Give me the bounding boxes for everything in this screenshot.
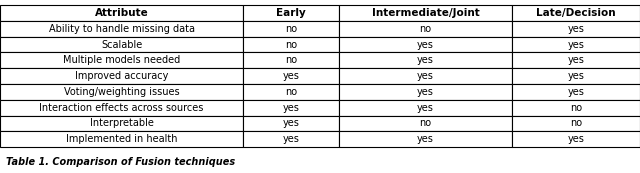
Text: yes: yes bbox=[283, 71, 300, 81]
Text: yes: yes bbox=[417, 71, 434, 81]
Bar bbox=[339, 37, 512, 52]
Bar bbox=[339, 21, 512, 37]
Bar bbox=[339, 116, 512, 131]
Text: yes: yes bbox=[568, 24, 584, 34]
Text: yes: yes bbox=[417, 40, 434, 50]
Bar bbox=[512, 84, 640, 100]
Bar bbox=[0, 21, 243, 37]
Text: yes: yes bbox=[283, 134, 300, 144]
Bar bbox=[0, 116, 243, 131]
Bar bbox=[243, 5, 339, 21]
Text: Ability to handle missing data: Ability to handle missing data bbox=[49, 24, 195, 34]
Text: Improved accuracy: Improved accuracy bbox=[75, 71, 168, 81]
Bar bbox=[339, 131, 512, 147]
Text: Table 1. Comparison of Fusion techniques: Table 1. Comparison of Fusion techniques bbox=[6, 157, 236, 167]
Bar bbox=[0, 37, 243, 52]
Text: Voting/weighting issues: Voting/weighting issues bbox=[64, 87, 179, 97]
Bar bbox=[512, 131, 640, 147]
Bar bbox=[243, 52, 339, 68]
Text: no: no bbox=[420, 118, 431, 128]
Bar bbox=[339, 100, 512, 116]
Text: yes: yes bbox=[417, 103, 434, 113]
Text: Early: Early bbox=[276, 8, 306, 18]
Bar bbox=[243, 84, 339, 100]
Text: no: no bbox=[570, 103, 582, 113]
Text: Multiple models needed: Multiple models needed bbox=[63, 55, 180, 65]
Text: Implemented in health: Implemented in health bbox=[66, 134, 177, 144]
Text: yes: yes bbox=[568, 134, 584, 144]
Bar bbox=[512, 116, 640, 131]
Text: Attribute: Attribute bbox=[95, 8, 148, 18]
Text: Scalable: Scalable bbox=[101, 40, 142, 50]
Text: yes: yes bbox=[417, 134, 434, 144]
Bar bbox=[243, 68, 339, 84]
Bar bbox=[512, 100, 640, 116]
Bar bbox=[243, 116, 339, 131]
Text: Interpretable: Interpretable bbox=[90, 118, 154, 128]
Bar bbox=[243, 37, 339, 52]
Text: yes: yes bbox=[568, 87, 584, 97]
Bar bbox=[339, 52, 512, 68]
Bar bbox=[0, 100, 243, 116]
Bar bbox=[0, 131, 243, 147]
Text: Interaction effects across sources: Interaction effects across sources bbox=[40, 103, 204, 113]
Bar bbox=[243, 100, 339, 116]
Text: yes: yes bbox=[417, 55, 434, 65]
Text: yes: yes bbox=[417, 87, 434, 97]
Text: no: no bbox=[285, 40, 297, 50]
Text: Late/Decision: Late/Decision bbox=[536, 8, 616, 18]
Text: yes: yes bbox=[568, 40, 584, 50]
Text: yes: yes bbox=[283, 118, 300, 128]
Bar bbox=[339, 84, 512, 100]
Text: no: no bbox=[285, 24, 297, 34]
Bar bbox=[0, 68, 243, 84]
Bar bbox=[0, 5, 243, 21]
Text: yes: yes bbox=[283, 103, 300, 113]
Text: Intermediate/Joint: Intermediate/Joint bbox=[372, 8, 479, 18]
Bar bbox=[512, 5, 640, 21]
Text: no: no bbox=[420, 24, 431, 34]
Text: no: no bbox=[285, 87, 297, 97]
Text: yes: yes bbox=[568, 71, 584, 81]
Bar bbox=[512, 37, 640, 52]
Text: yes: yes bbox=[568, 55, 584, 65]
Bar bbox=[512, 52, 640, 68]
Bar bbox=[243, 21, 339, 37]
Text: no: no bbox=[285, 55, 297, 65]
Text: no: no bbox=[570, 118, 582, 128]
Bar bbox=[339, 68, 512, 84]
Bar bbox=[243, 131, 339, 147]
Bar bbox=[0, 84, 243, 100]
Bar bbox=[0, 52, 243, 68]
Bar bbox=[339, 5, 512, 21]
Bar bbox=[512, 21, 640, 37]
Bar bbox=[512, 68, 640, 84]
